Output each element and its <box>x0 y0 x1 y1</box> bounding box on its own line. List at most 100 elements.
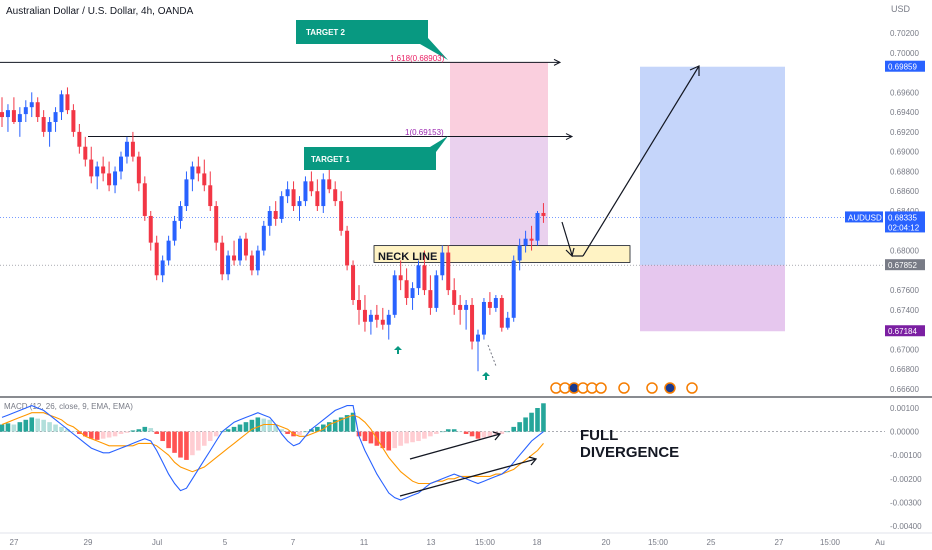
candle-body <box>238 238 242 261</box>
price-badge-bg <box>845 211 883 223</box>
price-tick: 0.68800 <box>890 167 919 176</box>
fib-1618-label: 1.618(0.68903) <box>390 54 445 63</box>
macd-histogram-bar <box>29 417 35 432</box>
macd-histogram-bar <box>505 431 511 433</box>
candle-body <box>440 252 445 276</box>
price-tick: 0.68600 <box>890 187 919 196</box>
candle-body <box>214 206 219 243</box>
price-badge: 0.67184 <box>888 327 917 336</box>
macd-histogram-bar <box>541 403 546 432</box>
macd-histogram-bar <box>148 428 154 432</box>
macd-histogram-bar <box>59 426 64 432</box>
price-tick: 0.70200 <box>890 29 919 38</box>
candle-body <box>47 122 52 132</box>
price-tick: 0.70000 <box>890 49 919 58</box>
price-tick: 0.66800 <box>890 365 919 374</box>
divergence-text-2: DIVERGENCE <box>580 444 679 461</box>
candle-body <box>113 171 118 186</box>
candle-body <box>95 166 100 177</box>
price-tick: 0.67400 <box>890 306 919 315</box>
macd-main-line <box>1 405 544 501</box>
macd-histogram-bar <box>190 431 195 456</box>
time-tick: 18 <box>533 538 542 547</box>
candle-body <box>160 260 165 276</box>
macd-histogram-bar <box>487 431 493 437</box>
macd-axis[interactable]: 0.00100 0.00000 -0.00100 -0.00200 -0.00300 -0… <box>890 404 922 531</box>
levels-layer <box>0 58 885 266</box>
candle-body <box>505 317 510 328</box>
macd-histogram-bar <box>451 429 457 432</box>
macd-histogram-bar <box>457 431 463 433</box>
price-badge: 0.68335 <box>888 213 917 222</box>
price-axis[interactable]: 0.70200 0.70000 0.69600 0.69400 0.69200 0.690… <box>890 29 919 394</box>
price-tick: 0.67600 <box>890 286 919 295</box>
candle-body <box>428 290 433 308</box>
candle-body <box>59 94 64 113</box>
price-badge: AUDUSD <box>848 213 882 222</box>
macd-histogram-bar <box>47 422 52 432</box>
candle-body <box>523 238 528 246</box>
candle-body <box>154 242 159 276</box>
macd-histogram-bar <box>184 431 189 460</box>
macd-histogram-bar <box>178 431 183 458</box>
candle-body <box>297 201 302 207</box>
candle-body <box>35 102 40 118</box>
candle-body <box>357 300 361 310</box>
time-tick: 27 <box>775 538 784 547</box>
candle-body <box>392 275 397 315</box>
candle-body <box>309 181 314 192</box>
target1-label: TARGET 1 <box>311 155 351 164</box>
macd-histogram-bar <box>535 408 540 432</box>
macd-histogram-bar <box>481 431 487 438</box>
macd-histogram-bar <box>94 431 100 440</box>
price-badge-bg <box>885 221 925 233</box>
candle-body <box>23 107 28 115</box>
macd-histogram-bar <box>469 431 475 437</box>
macd-tick: -0.00300 <box>890 498 922 507</box>
candle-body <box>321 179 326 207</box>
candles-layer <box>0 87 546 372</box>
macd-histogram-bar <box>440 431 445 433</box>
macd-histogram-bar <box>65 429 70 432</box>
candle-body <box>65 94 70 111</box>
macd-histogram-bar <box>160 431 165 442</box>
fib-1-label: 1(0.69153) <box>405 128 444 137</box>
macd-histogram-bar <box>499 431 505 434</box>
candle-body <box>220 242 225 275</box>
zones-layer <box>373 62 785 332</box>
price-tick: 0.69000 <box>890 148 919 157</box>
price-badge-bg <box>885 60 925 72</box>
macd-tick: 0.00000 <box>890 428 919 437</box>
macd-histogram-bar <box>434 431 439 434</box>
macd-histogram-bar <box>166 431 171 449</box>
macd-histogram-bar <box>83 431 88 437</box>
macd-histogram-bar <box>106 431 112 438</box>
price-badge: 0.67852 <box>888 261 917 270</box>
event-icons[interactable] <box>550 382 698 394</box>
candle-body <box>166 240 171 261</box>
macd-histogram-bar <box>77 431 82 434</box>
price-badge-bg <box>885 259 925 271</box>
candle-body <box>119 156 123 172</box>
divergence-arrow-lower-head <box>528 456 538 466</box>
macd-histogram-bar <box>321 424 326 432</box>
candle-body <box>476 334 480 342</box>
macd-histogram-bar <box>231 426 237 432</box>
time-tick: 5 <box>223 538 228 547</box>
candle-body <box>255 250 260 271</box>
candle-body <box>315 191 320 207</box>
macd-histogram-bar <box>196 431 201 451</box>
macd-histogram-bar <box>273 424 278 432</box>
macd-histogram-bar <box>225 429 231 432</box>
macd-histogram-bar <box>463 431 469 434</box>
time-axis[interactable]: 27 29 Jul 5 7 11 13 15:00 18 20 15:00 25 27 15:00 Au <box>10 538 885 547</box>
time-tick: 11 <box>360 538 369 547</box>
candle-body <box>458 304 463 310</box>
candle-body <box>380 319 385 325</box>
candle-body <box>267 211 272 226</box>
macd-histogram-bar <box>422 431 427 439</box>
candle-body <box>333 189 338 202</box>
candle-body <box>386 314 391 325</box>
macd-histogram-bar <box>41 419 46 432</box>
